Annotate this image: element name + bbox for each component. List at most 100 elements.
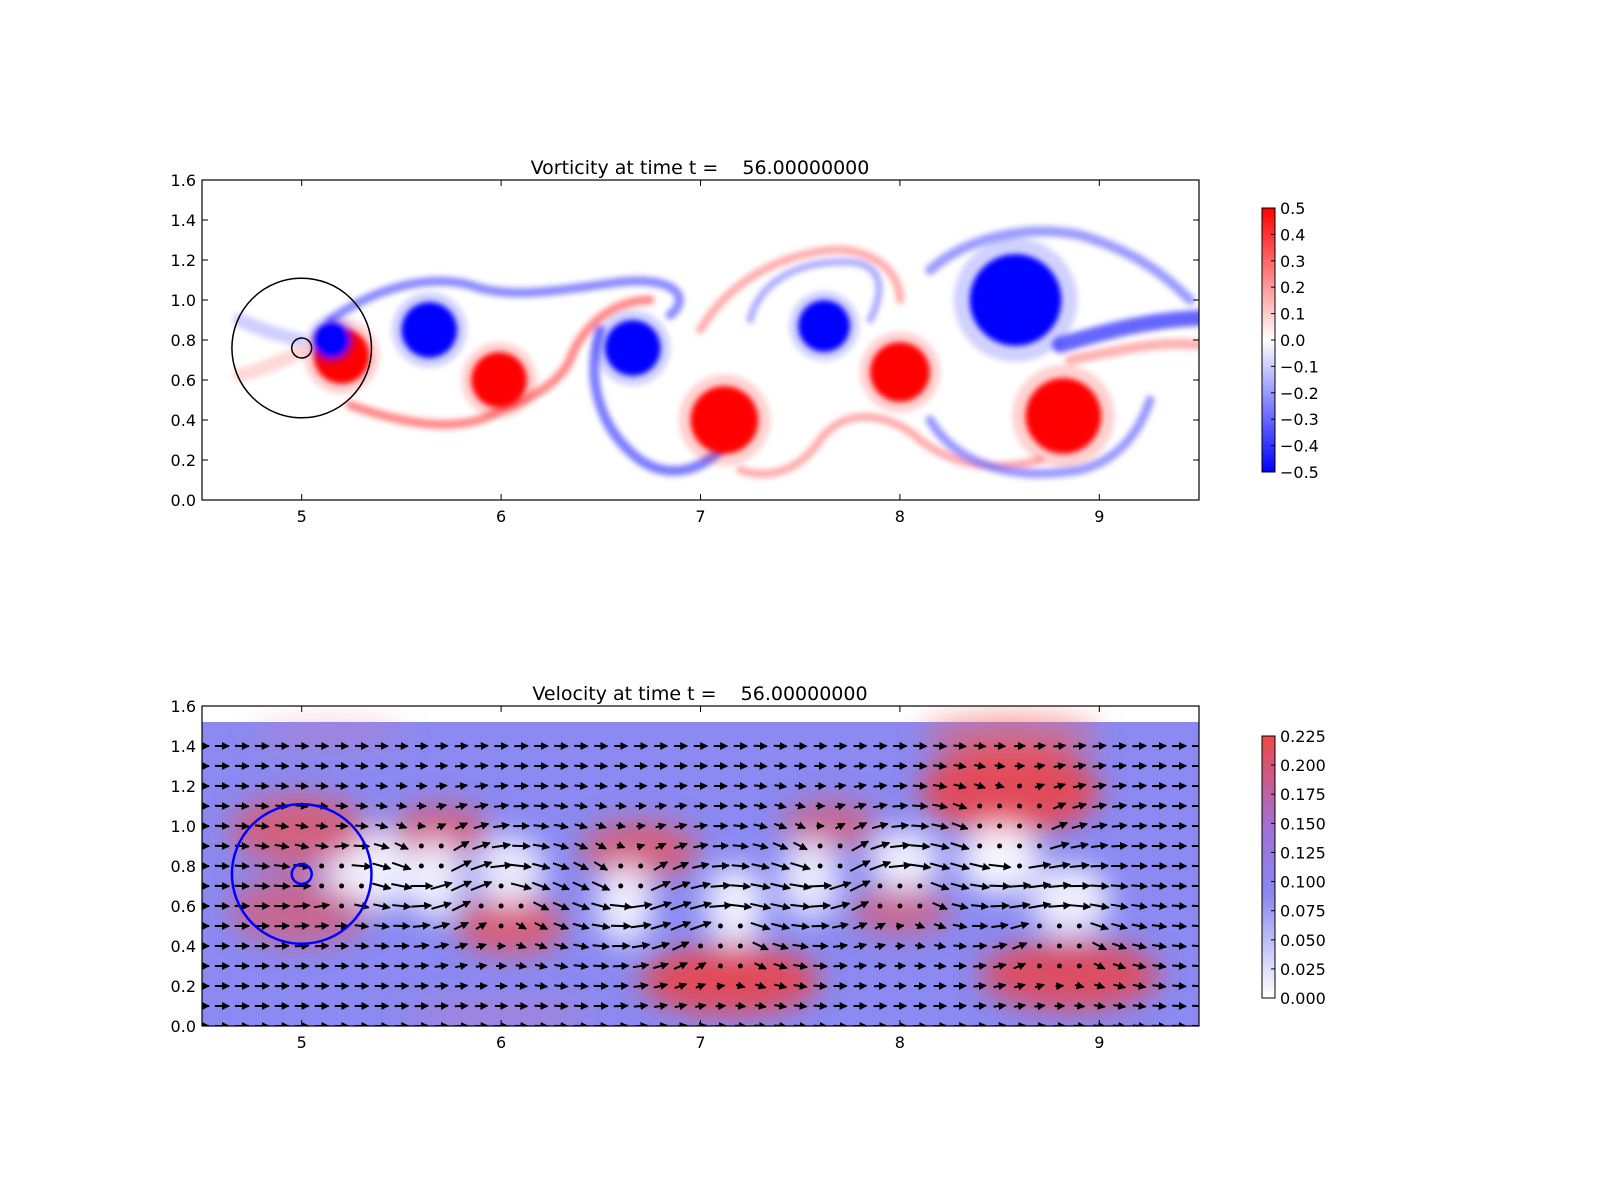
velocity-title: Velocity at time t = 56.00000000 [532, 683, 867, 705]
quiver-dot [1036, 963, 1042, 969]
quiver-arrow [454, 942, 469, 950]
quiver-arrow [752, 941, 769, 951]
quiver-arrow [591, 881, 611, 891]
quiver-arrow [493, 821, 510, 830]
quiver-dot [339, 903, 345, 909]
quiver-arrow [274, 921, 291, 930]
quiver-arrow [909, 862, 932, 871]
quiver-dot [1017, 803, 1023, 809]
quiver-dot [1017, 843, 1023, 849]
negative-vortex [313, 322, 350, 358]
quiver-arrow [1112, 742, 1128, 751]
colorbar-tick-label: 0.5 [1280, 199, 1305, 218]
quiver-arrow [773, 981, 788, 990]
quiver-arrow [455, 962, 469, 971]
quiver-arrow [774, 781, 788, 790]
quiver-arrow [933, 921, 947, 930]
quiver-arrow [295, 801, 309, 810]
quiver-arrow [595, 841, 607, 850]
quiver-arrow [591, 922, 611, 931]
quiver-arrow [650, 880, 671, 892]
quiver-arrow [1034, 762, 1046, 771]
quiver-dot [977, 803, 983, 809]
quiver-arrow [1051, 821, 1069, 831]
quiver-arrow [993, 741, 1007, 750]
quiver-arrow [572, 901, 591, 911]
quiver-arrow [435, 762, 449, 771]
quiver-arrow [653, 861, 669, 871]
y-tick-label: 0.2 [171, 451, 196, 470]
quiver-arrow [674, 822, 688, 831]
colorbar-tick-label: 0.1 [1280, 305, 1305, 324]
quiver-arrow [315, 841, 330, 850]
quiver-arrow [454, 982, 469, 991]
quiver-arrow [594, 801, 608, 810]
quiver-arrow [988, 862, 1012, 871]
quiver-arrow [554, 781, 569, 790]
quiver-arrow [973, 982, 987, 991]
quiver-dot [877, 883, 883, 889]
quiver-arrow [871, 821, 889, 830]
quiver-arrow [434, 982, 449, 991]
quiver-arrow [1093, 981, 1106, 990]
quiver-arrow [1113, 1001, 1127, 1010]
quiver-arrow [953, 761, 967, 770]
quiver-arrow [773, 962, 788, 970]
quiver-arrow [434, 942, 450, 950]
quiver-arrow [731, 862, 751, 871]
quiver-arrow [750, 902, 772, 911]
quiver-arrow [950, 882, 970, 891]
quiver-arrow [649, 900, 672, 911]
vorticity-colorbar: 0.5 0.4 0.3 0.2 0.1 0.0 −0.1 −0.2 −0.3 −0.4 −0.5 [1261, 199, 1319, 482]
quiver-arrow [293, 901, 311, 910]
quiver-arrow [932, 782, 948, 790]
quiver-arrow [1069, 861, 1090, 870]
quiver-arrow [952, 922, 968, 930]
quiver-arrow [375, 781, 389, 790]
quiver-arrow [335, 801, 349, 810]
quiver-arrow [1151, 882, 1168, 891]
quiver-arrow [1033, 742, 1047, 751]
quiver-arrow [552, 862, 570, 871]
quiver-dot [418, 863, 424, 869]
quiver-arrow [695, 982, 707, 991]
quiver-arrow [613, 1002, 629, 1010]
quiver-arrow [732, 842, 750, 851]
quiver-arrow [950, 862, 971, 871]
colorbar-tick-label: −0.4 [1280, 437, 1319, 456]
quiver-arrow [913, 761, 928, 770]
quiver-arrow [436, 802, 448, 811]
colorbar-tick-label: 0.4 [1280, 225, 1305, 244]
quiver-arrow [674, 782, 688, 791]
quiver-dot [837, 843, 843, 849]
velocity-axes-ticks: 5 6 7 8 9 0.0 0.2 0.4 0.6 0.8 1.0 1.2 1.4 1.6 [171, 697, 1199, 1052]
quiver-arrow [853, 822, 868, 830]
quiver-arrow [874, 962, 887, 971]
colorbar-tick-label: 0.2 [1280, 278, 1305, 297]
quiver-arrow [973, 962, 988, 971]
quiver-arrow [355, 821, 369, 830]
quiver-arrow [1151, 902, 1168, 911]
quiver-arrow [629, 901, 653, 910]
quiver-arrow [1089, 902, 1110, 911]
quiver-arrow [354, 922, 370, 930]
quiver-arrow [1131, 902, 1148, 911]
quiver-arrow [434, 962, 449, 971]
negative-vortex [798, 300, 851, 352]
quiver-arrow [592, 942, 610, 951]
quiver-arrow [709, 901, 733, 910]
quiver-arrow [510, 882, 533, 891]
quiver-arrow [553, 942, 569, 950]
quiver-dot [638, 863, 644, 869]
quiver-arrow [953, 781, 967, 790]
quiver-arrow [1013, 962, 1027, 971]
quiver-arrow [351, 862, 373, 871]
quiver-arrow [993, 962, 1007, 971]
quiver-arrow [733, 822, 749, 830]
quiver-dot [438, 843, 444, 849]
x-tick-label: 9 [1094, 1033, 1104, 1052]
quiver-arrow [1172, 1001, 1187, 1010]
quiver-arrow [1048, 861, 1071, 870]
quiver-arrow [553, 822, 569, 830]
quiver-arrow [931, 822, 949, 831]
